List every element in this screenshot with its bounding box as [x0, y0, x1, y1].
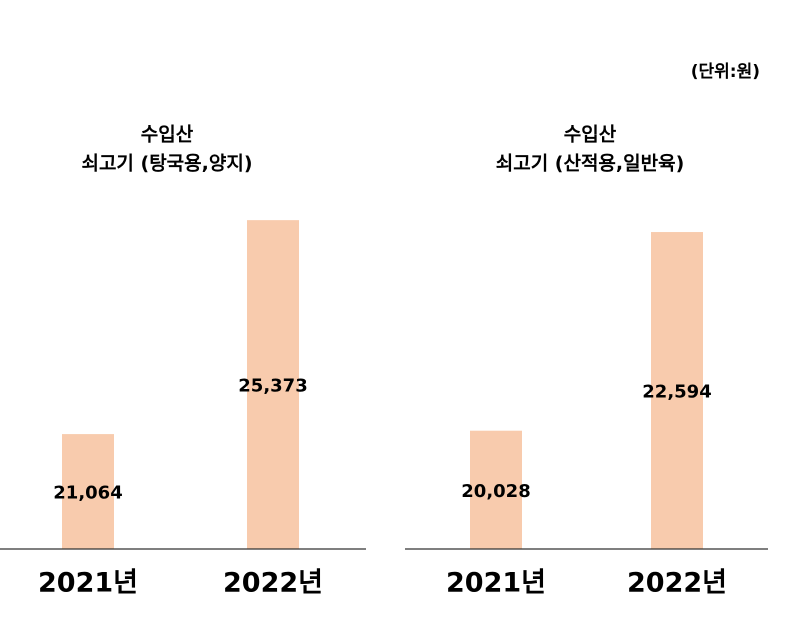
value-label: 25,373	[238, 376, 307, 397]
bar	[651, 232, 703, 549]
chart-title: 수입산	[564, 124, 617, 146]
chart-subtitle: 쇠고기 (탕국용,양지)	[81, 153, 252, 175]
value-label: 22,594	[642, 382, 711, 403]
unit-note: (단위:원)	[691, 62, 760, 82]
value-label: 21,064	[53, 483, 122, 504]
x-tick-label: 2022년	[223, 568, 323, 599]
value-label: 20,028	[461, 481, 530, 502]
chart-title: 수입산	[141, 124, 194, 146]
bar	[247, 220, 299, 549]
x-tick-label: 2021년	[446, 568, 546, 599]
bar	[62, 434, 114, 549]
chart-subtitle: 쇠고기 (산적용,일반육)	[496, 153, 685, 175]
x-tick-label: 2021년	[38, 568, 138, 599]
x-tick-label: 2022년	[627, 568, 727, 599]
bar	[470, 430, 522, 549]
